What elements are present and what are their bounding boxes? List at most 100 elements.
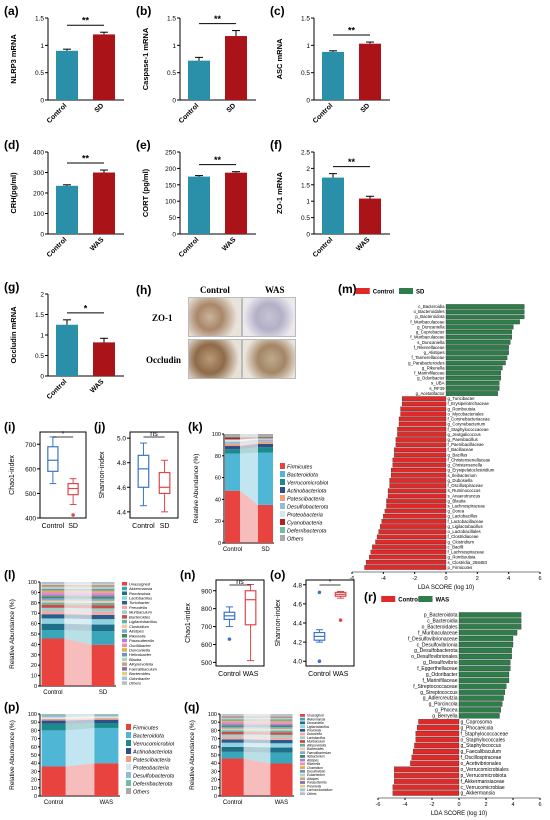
bar-was	[93, 172, 115, 234]
lda-bar	[458, 671, 510, 677]
y-tick-label: 1.5	[35, 16, 44, 23]
stack-flow	[64, 604, 92, 609]
y-tick-label: 2	[40, 292, 44, 299]
lda-bar	[397, 427, 447, 432]
bar-control	[56, 324, 78, 376]
feature-label: f_Lachnospiraceae	[448, 550, 485, 555]
y-axis-label: Relative Abundance (%)	[193, 454, 200, 524]
lda-bar	[394, 778, 460, 784]
stack-segment	[91, 631, 115, 645]
lda-bar	[458, 618, 522, 624]
feature-label: o_Staphylococcales	[461, 737, 506, 743]
stack-flow	[65, 714, 95, 716]
bar-was	[93, 342, 115, 376]
y-tick-label: 100	[165, 199, 176, 206]
legend-label: Alistipes	[128, 629, 144, 634]
stack-segment	[41, 590, 65, 593]
y-tick-label: 30	[31, 653, 37, 659]
stack-segment	[221, 725, 244, 727]
legend-swatch-control	[381, 596, 396, 602]
legend-label: Eubacterium	[307, 773, 325, 777]
feature-label: p_Firmicutes	[448, 565, 473, 570]
x-tick-label: Control	[46, 102, 69, 125]
panel-n: (n) 500 600 700 800 900 Chao1-index Control WAS n…	[180, 568, 272, 688]
stack-flow	[64, 583, 92, 585]
bar-sd	[225, 36, 247, 100]
y-tick-label: 0	[40, 374, 44, 381]
stack-flow	[240, 441, 258, 446]
panel-label-c: (c)	[270, 4, 285, 18]
stack-segment	[270, 743, 293, 748]
stack-segment	[270, 714, 293, 715]
stack-segment	[225, 434, 240, 437]
feature-label: o_Desulfovibrionales	[411, 654, 458, 660]
legend-swatch	[300, 732, 305, 736]
lda-bar	[445, 314, 525, 320]
lda-bar	[392, 784, 460, 790]
feature-label: g_Akkermansia	[461, 791, 496, 797]
lda-bar	[370, 549, 447, 555]
lda-bar	[395, 442, 447, 447]
legend-swatch	[300, 784, 305, 788]
y-tick-label: 4.6	[117, 485, 126, 492]
legend-label: Proteobacteria	[287, 513, 323, 519]
feature-label: s_Ruminococcus	[448, 488, 481, 493]
legend-swatch	[126, 764, 131, 770]
x-tick-label: WAS	[243, 671, 259, 678]
chart-svg-i: 400 500 600 700 Chao1-index Control SD *	[9, 431, 87, 530]
feature-label: f_Muribaculaceae	[418, 630, 458, 636]
stack-segment	[221, 736, 244, 740]
feature-label: g_Dorea	[448, 509, 465, 514]
y-tick-label: 30	[211, 769, 217, 775]
box-sd	[67, 482, 79, 496]
y-tick-label: 90	[211, 720, 217, 726]
stack-segment	[91, 596, 115, 599]
legend-label: Lachnoclostridium	[307, 788, 333, 792]
y-tick-label: 4.4	[117, 509, 126, 516]
stack-segment	[41, 582, 65, 584]
legend-swatch	[122, 586, 127, 591]
legend-swatch	[122, 657, 127, 662]
stack-segment	[91, 583, 115, 585]
x-tick-label: Control	[308, 671, 331, 678]
outlier-point	[317, 590, 322, 595]
stack-segment	[221, 728, 244, 731]
legend-swatch	[300, 728, 305, 732]
legend-label: Unassigned	[307, 714, 324, 718]
lda-bar	[381, 519, 447, 524]
legend-label: Akkermansia	[306, 717, 325, 721]
stack-segment	[225, 443, 240, 446]
stack-segment	[41, 588, 65, 591]
y-tick-label: 100	[28, 580, 37, 586]
legend-label: Bacteroides	[129, 671, 150, 676]
stack-segment	[91, 592, 115, 595]
y-tick-label: 0.5	[301, 215, 310, 222]
x-tick-label: SD	[99, 690, 108, 696]
stack-segment	[94, 714, 119, 715]
legend-swatch	[280, 511, 285, 517]
legend-swatch	[300, 777, 305, 781]
stack-flow	[243, 717, 271, 719]
lda-bar	[445, 355, 508, 361]
y-tick-label: 0	[40, 98, 44, 105]
histology-col-control: Control	[200, 285, 230, 295]
feature-label: g_Porcincola	[429, 702, 458, 708]
x-tick-label: WAS	[100, 800, 113, 806]
feature-label: g_Dubosiella	[448, 478, 474, 483]
lda-bar	[445, 386, 500, 391]
feature-label: f_Staphylococcaceae	[461, 731, 509, 737]
stack-segment	[221, 714, 244, 716]
stack-flow	[243, 723, 271, 726]
legend-label: Verrucomicrobiota	[133, 742, 174, 748]
legend-swatch	[280, 535, 285, 541]
stack-flow	[64, 586, 92, 588]
legend-label: Alloprevotella	[128, 662, 154, 667]
stack-segment	[41, 714, 66, 715]
legend-swatch	[122, 676, 127, 681]
stack-segment	[270, 716, 293, 718]
panel-e: (e) 0 50 100 150 200 250 CORT (pg/ml) Control WAS…	[136, 138, 266, 273]
lda-bar	[418, 719, 460, 725]
y-tick-label: 20	[211, 778, 217, 784]
stack-flow	[243, 728, 271, 731]
y-tick-label: 2.5	[301, 150, 310, 157]
